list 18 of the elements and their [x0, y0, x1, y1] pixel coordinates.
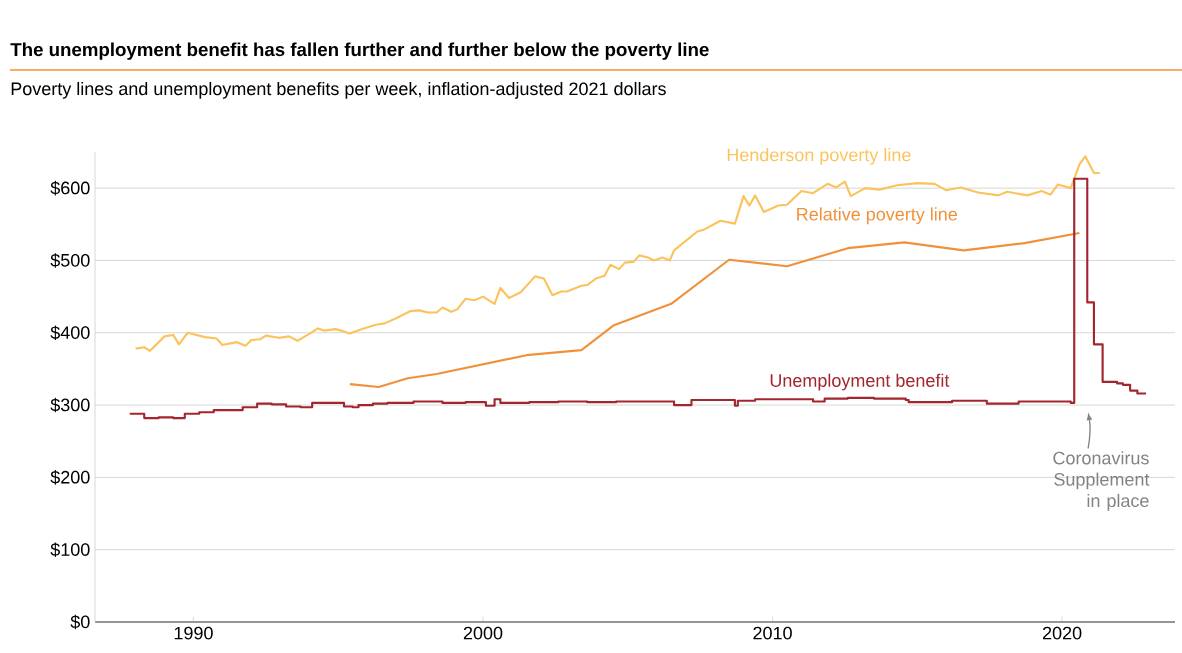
x-tick-label: 1990: [174, 626, 213, 640]
series-label: Relative poverty line: [797, 207, 957, 225]
y-tick-label: $0: [70, 614, 90, 630]
x-tick-label: 2010: [753, 626, 792, 640]
y-tick-label: $600: [50, 180, 90, 196]
x-tick-label: 2020: [1042, 626, 1082, 640]
y-tick-label: $400: [50, 325, 90, 341]
y-tick-label: $500: [50, 253, 90, 268]
series-label: Henderson poverty line: [727, 148, 911, 165]
y-tick-label: $300: [50, 397, 90, 413]
annotation: Coronavirus Supplement in place: [1053, 451, 1150, 511]
y-tick-label: $100: [50, 542, 90, 557]
series-label: Unemployment benefit: [770, 373, 950, 391]
chart-title: The unemployment benefit has fallen further and further below the poverty line: [10, 42, 709, 60]
chart-subtitle: Poverty lines and unemployment benefits per week, inflation-adjusted 2021 dollars: [11, 81, 666, 99]
line-series: [348, 231, 1081, 389]
x-tick-label: 2000: [463, 626, 503, 640]
y-tick-label: $200: [50, 470, 90, 485]
